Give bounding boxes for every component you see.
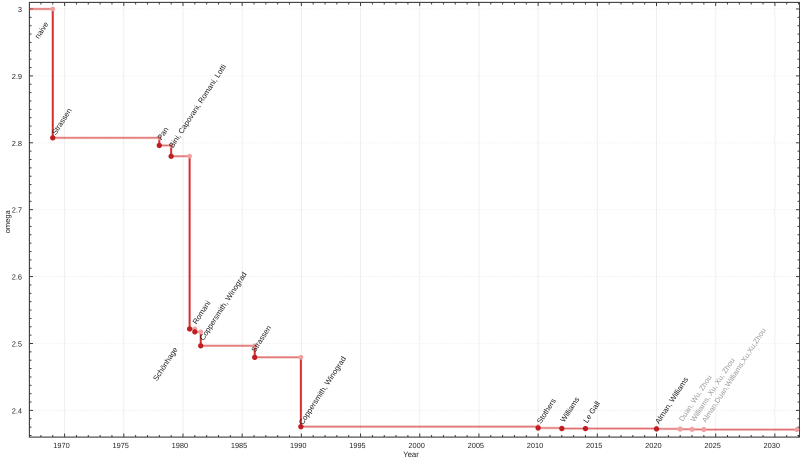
svg-text:2020: 2020 bbox=[645, 441, 661, 450]
svg-text:2.5: 2.5 bbox=[12, 340, 22, 349]
svg-text:1985: 1985 bbox=[231, 441, 247, 450]
svg-text:2005: 2005 bbox=[468, 441, 484, 450]
svg-text:2.7: 2.7 bbox=[12, 206, 22, 215]
svg-text:1970: 1970 bbox=[53, 441, 69, 450]
svg-text:2000: 2000 bbox=[408, 441, 424, 450]
svg-text:2.9: 2.9 bbox=[12, 72, 22, 81]
svg-text:2010: 2010 bbox=[527, 441, 543, 450]
svg-text:2.8: 2.8 bbox=[12, 139, 22, 148]
svg-text:2.4: 2.4 bbox=[12, 406, 22, 415]
svg-text:2025: 2025 bbox=[704, 441, 720, 450]
svg-text:omega: omega bbox=[3, 210, 12, 234]
svg-text:2030: 2030 bbox=[764, 441, 780, 450]
svg-text:2015: 2015 bbox=[586, 441, 602, 450]
svg-text:3: 3 bbox=[18, 5, 22, 14]
svg-text:1975: 1975 bbox=[112, 441, 128, 450]
svg-text:1995: 1995 bbox=[349, 441, 365, 450]
svg-text:1980: 1980 bbox=[172, 441, 188, 450]
svg-text:1990: 1990 bbox=[290, 441, 306, 450]
svg-text:Year: Year bbox=[403, 450, 419, 459]
svg-text:2.6: 2.6 bbox=[12, 273, 22, 282]
